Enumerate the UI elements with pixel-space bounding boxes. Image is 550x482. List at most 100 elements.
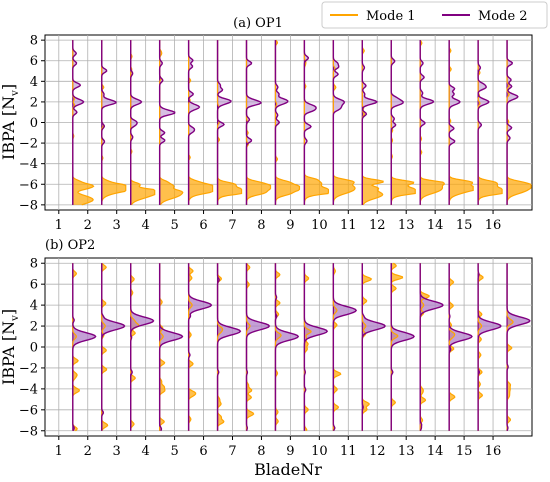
y-tick-label: −4 xyxy=(19,382,38,397)
mode2-density-line xyxy=(101,263,126,431)
mode2-density-line xyxy=(187,263,213,431)
mode2-density-line xyxy=(101,40,117,205)
x-tick-label: 3 xyxy=(113,218,121,233)
mode2-density-line xyxy=(361,263,387,431)
blade-11-density xyxy=(361,40,384,206)
mode1-density-fill xyxy=(449,40,474,205)
panel-op1-y-axis-label: IBPA [Nv] xyxy=(0,84,21,160)
blade-9-density xyxy=(303,40,329,205)
y-tick-label: −6 xyxy=(19,178,38,193)
mode1-density-fill xyxy=(72,40,94,205)
mode1-density-fill xyxy=(159,263,165,431)
mode1-density-fill xyxy=(507,263,514,431)
y-tick-label: 0 xyxy=(30,116,38,131)
blade-14-density xyxy=(448,263,473,431)
blade-12-density xyxy=(390,262,415,431)
x-tick-label: 4 xyxy=(142,444,150,459)
mode1-density-fill xyxy=(275,40,300,205)
panel-op2-grid xyxy=(45,258,532,436)
blade-3-density xyxy=(130,263,155,431)
mode2-density-fill xyxy=(130,40,142,205)
mode2-density-line xyxy=(506,40,519,205)
blade-4-density xyxy=(158,263,184,432)
y-tick-label: −2 xyxy=(19,137,38,152)
mode1-density-fill xyxy=(333,263,341,431)
blade-16-density xyxy=(506,40,532,205)
x-axis-label: BladeNr xyxy=(254,460,322,479)
mode2-density-fill xyxy=(275,40,288,205)
x-tick-label: 2 xyxy=(84,218,92,233)
mode1-density-fill xyxy=(188,40,213,205)
y-tick-label: 4 xyxy=(30,299,38,314)
blade-1-density xyxy=(72,263,97,432)
mode1-density-fill xyxy=(362,40,384,205)
x-tick-label: 6 xyxy=(199,444,207,459)
mode2-density-line xyxy=(245,263,271,431)
mode2-density-fill xyxy=(188,263,212,431)
y-tick-label: 8 xyxy=(30,34,38,49)
y-tick-label: 2 xyxy=(30,320,38,335)
mode2-density-line xyxy=(390,40,404,205)
mode2-density-line xyxy=(448,40,461,205)
blade-1-density xyxy=(72,40,95,206)
blade-11-density xyxy=(361,263,387,431)
mode2-density-line xyxy=(216,40,232,205)
blade-6-density xyxy=(216,40,243,205)
y-tick-label: −8 xyxy=(19,198,38,213)
mode2-density-fill xyxy=(420,40,434,205)
mode1-density-line xyxy=(448,40,474,205)
mode1-density-fill xyxy=(333,40,356,205)
blade-8-density xyxy=(274,39,301,205)
y-tick-label: 4 xyxy=(30,75,38,90)
panel-op1-y-ticks: 8 6 4 2 0 −2 −4 −6 −8 xyxy=(19,34,45,213)
blade-8-density xyxy=(274,263,300,431)
mode1-density-fill xyxy=(101,40,126,205)
x-tick-label: 6 xyxy=(199,218,207,233)
blade-5-density xyxy=(187,40,214,205)
x-tick-label: 5 xyxy=(170,444,178,459)
mode2-density-line xyxy=(303,263,329,431)
mode2-density-line xyxy=(216,263,242,431)
blade-12-density xyxy=(390,40,416,205)
mode2-density-line xyxy=(245,40,263,205)
mode2-density-line xyxy=(72,40,85,205)
mode2-density-line xyxy=(303,40,317,205)
mode1-density-fill xyxy=(130,263,139,431)
mode2-density-line xyxy=(158,40,176,205)
x-tick-label: 7 xyxy=(228,218,236,233)
mode2-density-line xyxy=(332,40,346,205)
x-tick-label: 3 xyxy=(113,444,121,459)
mode1-density-fill xyxy=(101,263,108,431)
mode1-density-fill xyxy=(391,263,403,431)
blade-13-density xyxy=(419,263,444,432)
blade-10-density xyxy=(332,263,358,432)
mode1-density-fill xyxy=(130,40,155,205)
mode2-density-line xyxy=(477,40,490,205)
mode1-density-fill xyxy=(507,40,532,205)
mode1-density-fill xyxy=(246,40,271,205)
x-tick-label: 5 xyxy=(170,218,178,233)
x-tick-label: 15 xyxy=(456,218,473,233)
x-tick-label: 14 xyxy=(427,218,444,233)
mode2-density-line xyxy=(72,263,97,432)
x-tick-label: 14 xyxy=(427,444,444,459)
blade-2-density xyxy=(101,40,127,205)
y-tick-label: −4 xyxy=(19,157,38,172)
blade-10-density xyxy=(332,40,356,205)
x-tick-label: 1 xyxy=(55,218,63,233)
panel-op2-x-ticks: 1 2 3 4 5 6 7 8 9 10 11 12 13 14 15 16 xyxy=(55,436,501,459)
x-tick-label: 2 xyxy=(84,444,92,459)
blade-9-density xyxy=(303,263,329,431)
y-tick-label: −6 xyxy=(19,403,38,418)
blade-2-density xyxy=(101,262,126,431)
blade-14-density xyxy=(448,40,474,205)
y-tick-label: 8 xyxy=(30,257,38,272)
x-tick-label: 1 xyxy=(55,444,63,459)
blade-16-density xyxy=(506,263,531,431)
x-tick-label: 12 xyxy=(369,218,386,233)
x-tick-label: 8 xyxy=(257,444,265,459)
mode2-density-line xyxy=(130,263,155,431)
